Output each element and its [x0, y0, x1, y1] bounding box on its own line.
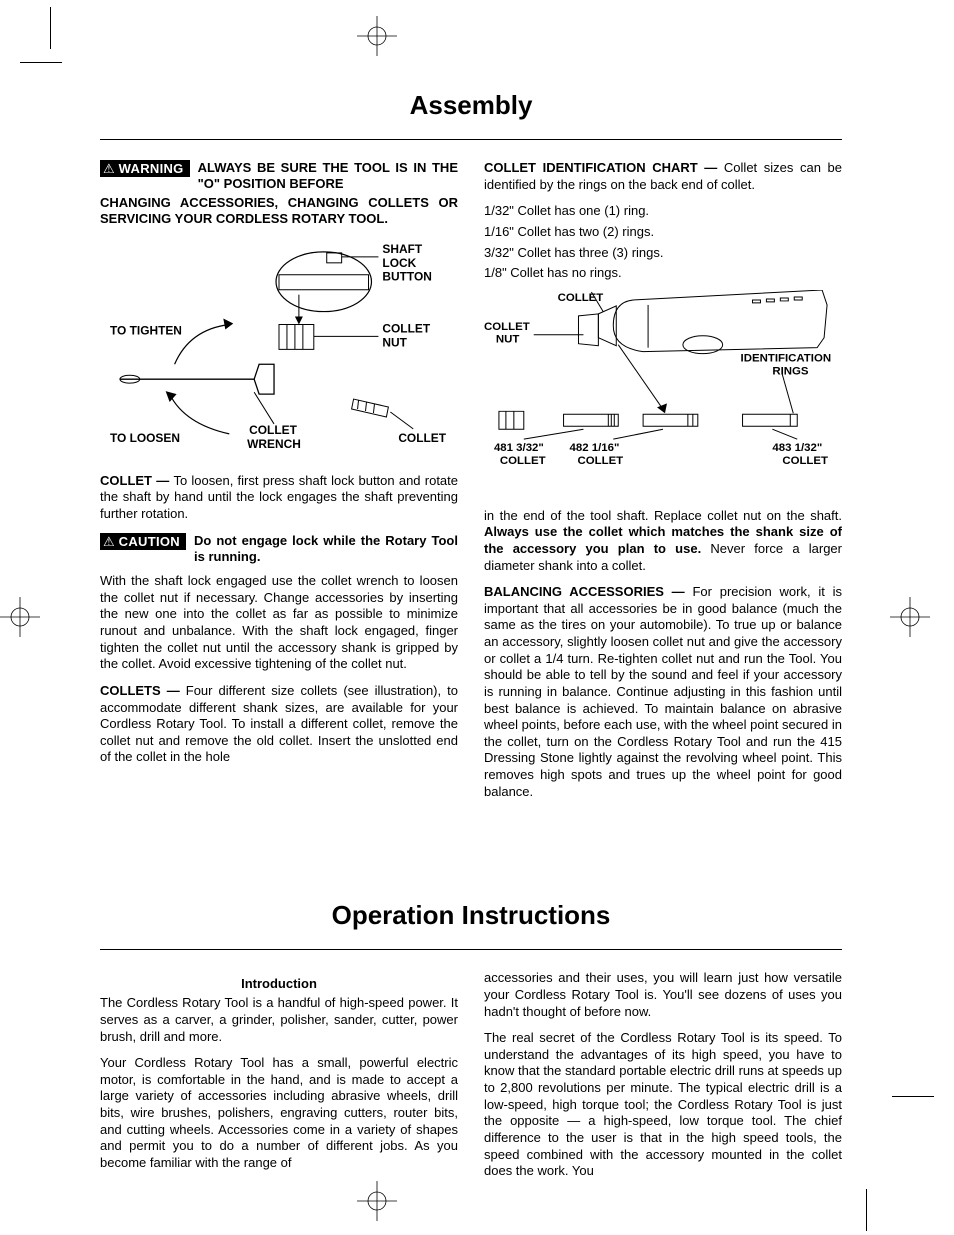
svg-text:WRENCH: WRENCH	[247, 437, 301, 451]
svg-text:COLLET: COLLET	[249, 423, 297, 437]
divider-2	[100, 949, 842, 950]
assembly-left-col: ⚠ WARNING ALWAYS BE SURE THE TOOL IS IN …	[100, 160, 458, 810]
svg-text:COLLET: COLLET	[484, 321, 530, 333]
assembly-right-col: COLLET IDENTIFICATION CHART — Collet siz…	[484, 160, 842, 810]
figure-collet-id: 480 1/8" COLLET COLLET NUT	[484, 290, 842, 494]
warning-badge: ⚠ WARNING	[100, 160, 190, 177]
caution-label: CAUTION	[119, 534, 180, 549]
ring-3-32: 3/32" Collet has three (3) rings.	[484, 245, 842, 262]
svg-text:NUT: NUT	[496, 333, 519, 345]
tool-shaft-para: in the end of the tool shaft. Replace co…	[484, 508, 842, 575]
introduction-subhead: Introduction	[100, 976, 458, 991]
balancing-label: BALANCING ACCESSORIES —	[484, 584, 692, 599]
assembly-columns: ⚠ WARNING ALWAYS BE SURE THE TOOL IS IN …	[100, 160, 842, 810]
op-right-p1: accessories and their uses, you will lea…	[484, 970, 842, 1020]
caution-badge: ⚠ CAUTION	[100, 533, 186, 550]
svg-text:TO TIGHTEN: TO TIGHTEN	[110, 323, 182, 337]
heading-assembly: Assembly	[100, 90, 842, 121]
svg-text:BUTTON: BUTTON	[382, 270, 431, 284]
caution-icon: ⚠	[103, 535, 115, 548]
registration-right	[890, 597, 930, 637]
crop-mark	[50, 7, 51, 49]
id-chart-para: COLLET IDENTIFICATION CHART — Collet siz…	[484, 160, 842, 193]
operation-columns: Introduction The Cordless Rotary Tool is…	[100, 970, 842, 1190]
svg-text:IDENTIFICATION: IDENTIFICATION	[741, 352, 832, 364]
intro-p1: The Cordless Rotary Tool is a handful of…	[100, 995, 458, 1045]
intro-p2: Your Cordless Rotary Tool has a small, p…	[100, 1055, 458, 1171]
svg-text:482 1/16": 482 1/16"	[570, 442, 620, 454]
crop-mark	[20, 62, 62, 63]
svg-text:RINGS: RINGS	[772, 365, 809, 377]
operation-left-col: Introduction The Cordless Rotary Tool is…	[100, 970, 458, 1190]
svg-text:COLLET: COLLET	[558, 292, 604, 304]
heading-operation: Operation Instructions	[100, 900, 842, 931]
balancing-text: For precision work, it is important that…	[484, 584, 842, 799]
svg-text:SHAFT: SHAFT	[382, 242, 422, 256]
svg-text:COLLET: COLLET	[398, 431, 446, 445]
svg-text:COLLET: COLLET	[500, 455, 546, 467]
ring-1-32: 1/32" Collet has one (1) ring.	[484, 203, 842, 220]
svg-text:483 1/32": 483 1/32"	[772, 442, 822, 454]
svg-text:480 1/8": 480 1/8"	[556, 290, 600, 291]
shaft-lock-para: With the shaft lock engaged use the coll…	[100, 573, 458, 673]
p2a: in the end of the tool shaft. Replace co…	[484, 508, 842, 523]
svg-text:COLLET: COLLET	[577, 455, 623, 467]
collet-label: COLLET —	[100, 473, 173, 488]
crop-mark	[892, 1096, 934, 1097]
balancing-para: BALANCING ACCESSORIES — For precision wo…	[484, 584, 842, 800]
svg-text:481 3/32": 481 3/32"	[494, 442, 544, 454]
svg-text:NUT: NUT	[382, 335, 407, 349]
svg-text:TO LOOSEN: TO LOOSEN	[110, 431, 180, 445]
id-chart-label: COLLET IDENTIFICATION CHART —	[484, 160, 724, 175]
divider	[100, 139, 842, 140]
warning-lead-text: ALWAYS BE SURE THE TOOL IS IN THE "O" PO…	[198, 160, 458, 193]
svg-text:COLLET: COLLET	[382, 321, 430, 335]
op-right-p2: The real secret of the Cordless Rotary T…	[484, 1030, 842, 1180]
collet-para: COLLET — To loosen, first press shaft lo…	[100, 473, 458, 523]
crop-mark	[866, 1189, 867, 1231]
warning-icon: ⚠	[103, 162, 115, 175]
collets-label: COLLETS —	[100, 683, 186, 698]
svg-text:COLLET: COLLET	[782, 455, 828, 467]
ring-1-16: 1/16" Collet has two (2) rings.	[484, 224, 842, 241]
collets-para: COLLETS — Four different size collets (s…	[100, 683, 458, 766]
ring-1-8: 1/8" Collet has no rings.	[484, 265, 842, 282]
operation-right-col: accessories and their uses, you will lea…	[484, 970, 842, 1190]
svg-text:LOCK: LOCK	[382, 256, 416, 270]
registration-top	[357, 16, 397, 56]
figure-collet-assembly: SHAFT LOCK BUTTON COLLET NUT COLLET	[100, 235, 458, 459]
warning-rest-text: CHANGING ACCESSORIES, CHANGING COLLETS O…	[100, 195, 458, 228]
registration-left	[0, 597, 40, 637]
warning-label: WARNING	[119, 161, 184, 176]
caution-text: Do not engage lock while the Rotary Tool…	[194, 533, 458, 566]
